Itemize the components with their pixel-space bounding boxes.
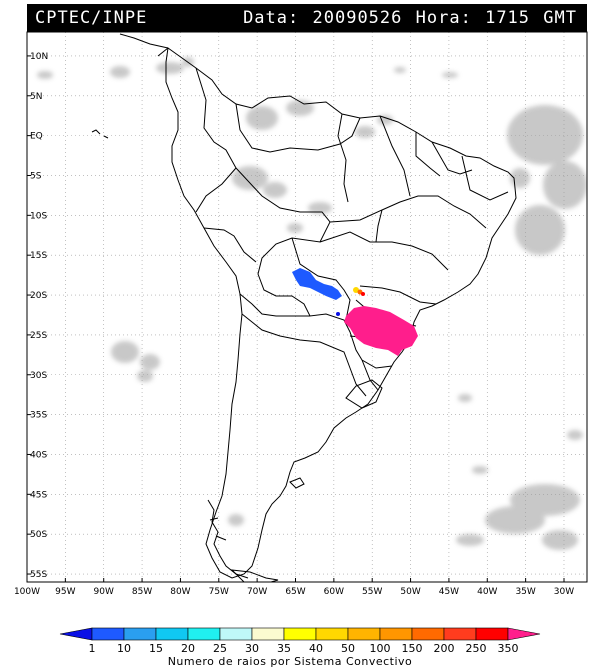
lightning-cell-yellow	[353, 287, 359, 293]
lat-label: 5N	[30, 92, 42, 102]
hour-value: 1715	[485, 8, 531, 28]
lat-label: 55S	[30, 570, 47, 580]
lat-label: 45S	[30, 490, 47, 500]
colorbar-label: 1	[89, 642, 96, 655]
south-america-outline	[165, 47, 517, 579]
galapagos	[91, 129, 109, 139]
lon-label: 85W	[132, 587, 152, 597]
date-label: Data:	[243, 8, 300, 28]
chile-fjords	[207, 499, 249, 579]
falklands	[289, 477, 305, 489]
colorbar-label: 30	[245, 642, 259, 655]
colorbar-swatch	[123, 627, 157, 641]
lightning-cluster-magenta	[344, 306, 418, 356]
colorbar-label: 200	[434, 642, 455, 655]
colorbar-label: 150	[402, 642, 423, 655]
colorbar-swatch	[59, 627, 93, 641]
colorbar-label: 15	[149, 642, 163, 655]
central-america	[119, 33, 169, 57]
colorbar-swatch	[379, 627, 413, 641]
lon-label: 55W	[362, 587, 382, 597]
lat-label: 5S	[30, 171, 42, 181]
lon-label: 40W	[477, 587, 497, 597]
colorbar-label: 25	[213, 642, 227, 655]
lon-label: 80W	[170, 587, 190, 597]
lon-label: 100W	[14, 587, 40, 597]
colorbar-label: 350	[498, 642, 519, 655]
lon-label: 45W	[439, 587, 459, 597]
lon-label: 75W	[209, 587, 229, 597]
colorbar-swatch	[347, 627, 381, 641]
colorbar-swatch	[411, 627, 445, 641]
convective-systems	[292, 268, 418, 356]
lat-label: 25S	[30, 331, 47, 341]
colorbar-label: 50	[341, 642, 355, 655]
colorbar	[59, 627, 541, 641]
lon-label: 30W	[554, 587, 574, 597]
lat-label: 50S	[30, 530, 47, 540]
colorbar-label: 10	[117, 642, 131, 655]
map-header: CPTEC/INPE Data: 20090526 Hora: 1715 GMT	[27, 4, 587, 32]
tierra-del-fuego	[230, 569, 279, 582]
colorbar-swatch	[187, 627, 221, 641]
graticule	[27, 32, 587, 582]
lat-label: 30S	[30, 371, 47, 381]
colorbar-swatch	[219, 627, 253, 641]
colorbar-label: 35	[277, 642, 291, 655]
latitude-labels: 10N 5N EQ 5S 10S 15S 20S 25S 30S 35S 40S 45S 50S 55S	[27, 52, 48, 580]
lightning-cell-red	[361, 292, 365, 296]
lon-label: 65W	[285, 587, 305, 597]
colorbar-title: Numero de raios por Sistema Convectivo	[168, 655, 413, 668]
colorbar-swatch	[283, 627, 317, 641]
cloud-cover	[37, 57, 587, 550]
uruguay	[345, 379, 383, 409]
colorbar-swatch	[315, 627, 349, 641]
colorbar-labels: 1 10 15 20 25 30 35 40 50 100 150 200 250 350	[89, 642, 519, 655]
colorbar-label: 40	[309, 642, 323, 655]
lat-label: 10N	[30, 52, 48, 62]
colorbar-swatch	[507, 627, 541, 641]
timestamp: Data: 20090526 Hora: 1715 GMT	[243, 4, 577, 32]
colorbar-label: 250	[466, 642, 487, 655]
source-label: CPTEC/INPE	[35, 8, 148, 28]
lightning-cluster-blue	[292, 268, 342, 300]
map-frame	[26, 31, 588, 583]
colorbar-swatch	[155, 627, 189, 641]
colorbar-label: 20	[181, 642, 195, 655]
lon-label: 95W	[55, 587, 75, 597]
lat-label: 40S	[30, 450, 47, 460]
lon-label: 70W	[247, 587, 267, 597]
lon-label: 60W	[324, 587, 344, 597]
lightning-cell-small-blue	[336, 312, 340, 316]
lon-label: 90W	[94, 587, 114, 597]
colorbar-swatch	[251, 627, 285, 641]
lat-label: 20S	[30, 291, 47, 301]
border-lines	[195, 67, 509, 397]
timezone: GMT	[543, 8, 577, 28]
country-borders	[91, 33, 517, 582]
date-value: 20090526	[312, 8, 403, 28]
lon-label: 35W	[515, 587, 535, 597]
colorbar-label: 100	[370, 642, 391, 655]
lat-label: 10S	[30, 211, 47, 221]
colorbar-swatch	[91, 627, 125, 641]
colorbar-swatch	[443, 627, 477, 641]
longitude-labels: 100W 95W 90W 85W 80W 75W 70W 65W 60W 55W 50W 45W 40W…	[14, 578, 574, 597]
lat-label: 15S	[30, 251, 47, 261]
lat-label: EQ	[30, 132, 43, 142]
lat-label: 35S	[30, 411, 47, 421]
lon-label: 50W	[400, 587, 420, 597]
colorbar-swatch	[475, 627, 509, 641]
hour-label: Hora:	[415, 8, 472, 28]
